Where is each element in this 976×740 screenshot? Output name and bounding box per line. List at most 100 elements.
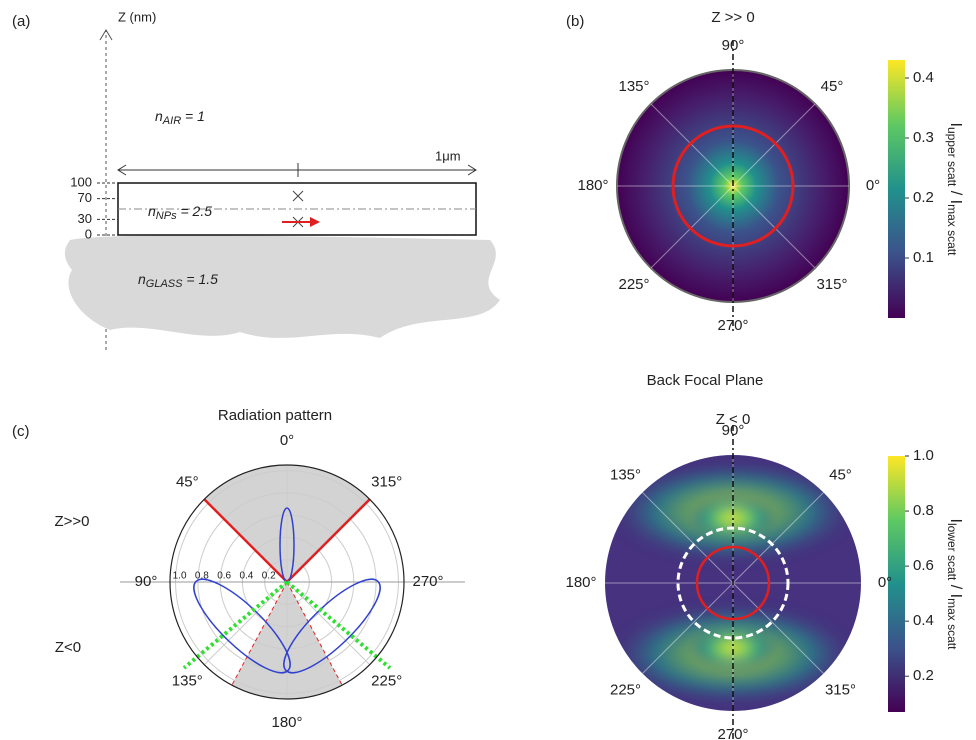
glass-index: nGLASS = 1.5 xyxy=(138,271,218,290)
dashed-line xyxy=(286,581,343,686)
subscript: GLASS xyxy=(146,278,183,290)
white-ring xyxy=(676,526,790,640)
angle-label: 135° xyxy=(618,78,649,95)
dashed-line xyxy=(231,581,288,686)
colorbar-tick-label: 1.0 xyxy=(913,447,934,464)
angle-label: 270° xyxy=(412,573,443,590)
z-tick-label: 70 xyxy=(78,190,92,205)
upper-title: Z >> 0 xyxy=(711,9,754,26)
lower-title: Z < 0 xyxy=(716,411,751,428)
radial-tick-label: 0.6 xyxy=(217,571,231,582)
lobe-core xyxy=(688,626,778,670)
air-index: nAIR = 1 xyxy=(155,108,205,127)
angle-label: 180° xyxy=(271,714,302,731)
angle-label: 180° xyxy=(577,177,608,194)
colorbar-tick-label: 0.2 xyxy=(913,189,934,206)
radial-tick-label: 0.2 xyxy=(262,571,276,582)
label-part: lower scatt xyxy=(945,523,959,581)
angle-label: 135° xyxy=(172,673,203,690)
z-tick-label: 100 xyxy=(70,174,92,189)
lower-lobe xyxy=(283,578,381,674)
angle-label: 0° xyxy=(280,432,294,449)
colorbar-label: Iupper scatt / Imax scatt xyxy=(945,123,964,257)
label-part: I xyxy=(947,519,964,523)
angle-label: 270° xyxy=(717,726,748,740)
angle-label: 45° xyxy=(821,78,844,95)
colorbar-tick-label: 0.1 xyxy=(913,249,934,266)
critical-line xyxy=(203,498,288,583)
angle-label: 90° xyxy=(135,573,158,590)
arrow-head xyxy=(310,217,320,227)
angle-label: 315° xyxy=(825,681,856,698)
angle-label: 225° xyxy=(371,673,402,690)
angle-label: 270° xyxy=(717,317,748,334)
angle-label: 0° xyxy=(878,574,892,591)
value: = 1.5 xyxy=(182,271,218,287)
angle-label: 45° xyxy=(176,473,199,490)
panel-c: (c) Radiation pattern Z>>0 Z<0 xyxy=(12,407,465,700)
angle-label: 225° xyxy=(618,276,649,293)
upper-label: Z>>0 xyxy=(54,513,89,530)
angle-label: 45° xyxy=(829,466,852,483)
panel-label: (c) xyxy=(12,423,30,440)
value: = 1 xyxy=(181,108,205,124)
label-part: I xyxy=(947,123,964,127)
angle-label: 90° xyxy=(722,422,745,439)
z-axis-label: Z (nm) xyxy=(118,9,156,24)
lower-ring xyxy=(695,545,771,621)
colorbar-tick-label: 0.6 xyxy=(913,557,934,574)
angle-label: 0° xyxy=(866,177,880,194)
label-part: max scatt xyxy=(945,204,959,256)
angle-label: 225° xyxy=(610,681,641,698)
z-tick-label: 0 xyxy=(85,226,92,241)
glass xyxy=(64,235,500,338)
z-arrow xyxy=(99,29,113,41)
upper-ring xyxy=(671,124,795,248)
width-arrows xyxy=(117,163,477,177)
colorbar-label: Ilower scatt / Imax scatt xyxy=(945,519,964,651)
panel-a: (a) Z (nm) nAIR = 1 1μm nNPs = 2.5 nGLAS… xyxy=(12,9,500,350)
dipoles xyxy=(292,190,304,228)
label-part: upper scatt xyxy=(945,127,959,187)
width-label: 1μm xyxy=(435,148,461,163)
colorbar-tick-label: 0.4 xyxy=(913,69,934,86)
colorbar-tick-label: 0.8 xyxy=(913,502,934,519)
angle-label: 180° xyxy=(565,574,596,591)
z-tick-label: 30 xyxy=(78,211,92,226)
label-part: I xyxy=(947,594,964,598)
upper-grid xyxy=(617,40,849,332)
section-title: Back Focal Plane xyxy=(647,372,764,389)
panel-label: (b) xyxy=(566,13,584,30)
nps-index: nNPs = 2.5 xyxy=(148,203,212,222)
angle-label: 315° xyxy=(816,276,847,293)
symbol: n xyxy=(138,271,146,287)
lower-lobe xyxy=(193,578,291,674)
angle-label: 315° xyxy=(371,473,402,490)
label-part: / xyxy=(947,186,964,199)
title: Radiation pattern xyxy=(218,407,332,424)
upper-colorbar xyxy=(888,60,905,318)
green-line xyxy=(285,580,392,670)
polar-frame xyxy=(169,464,405,700)
colorbar-tick-label: 0.2 xyxy=(913,667,934,684)
label-part: I xyxy=(947,200,964,204)
value: = 2.5 xyxy=(177,203,213,219)
colorbar-tick-label: 0.4 xyxy=(913,612,934,629)
label-part: max scatt xyxy=(945,598,959,650)
radial-tick-label: 0.8 xyxy=(195,571,209,582)
symbol: n xyxy=(155,108,163,124)
lower-grid xyxy=(605,425,861,740)
panel-label: (a) xyxy=(12,13,30,30)
lower-label: Z<0 xyxy=(55,639,81,656)
panel-b: (b) Z >> 0 Back Focal Plane Z < 0 xyxy=(566,9,905,740)
subscript: AIR xyxy=(162,115,181,127)
radial-tick-label: 1.0 xyxy=(173,571,187,582)
symbol: n xyxy=(148,203,156,219)
green-line xyxy=(182,580,289,670)
angle-label: 135° xyxy=(610,466,641,483)
lower-colorbar xyxy=(888,456,905,712)
radial-tick-label: 0.4 xyxy=(239,571,253,582)
critical-line xyxy=(286,498,371,583)
